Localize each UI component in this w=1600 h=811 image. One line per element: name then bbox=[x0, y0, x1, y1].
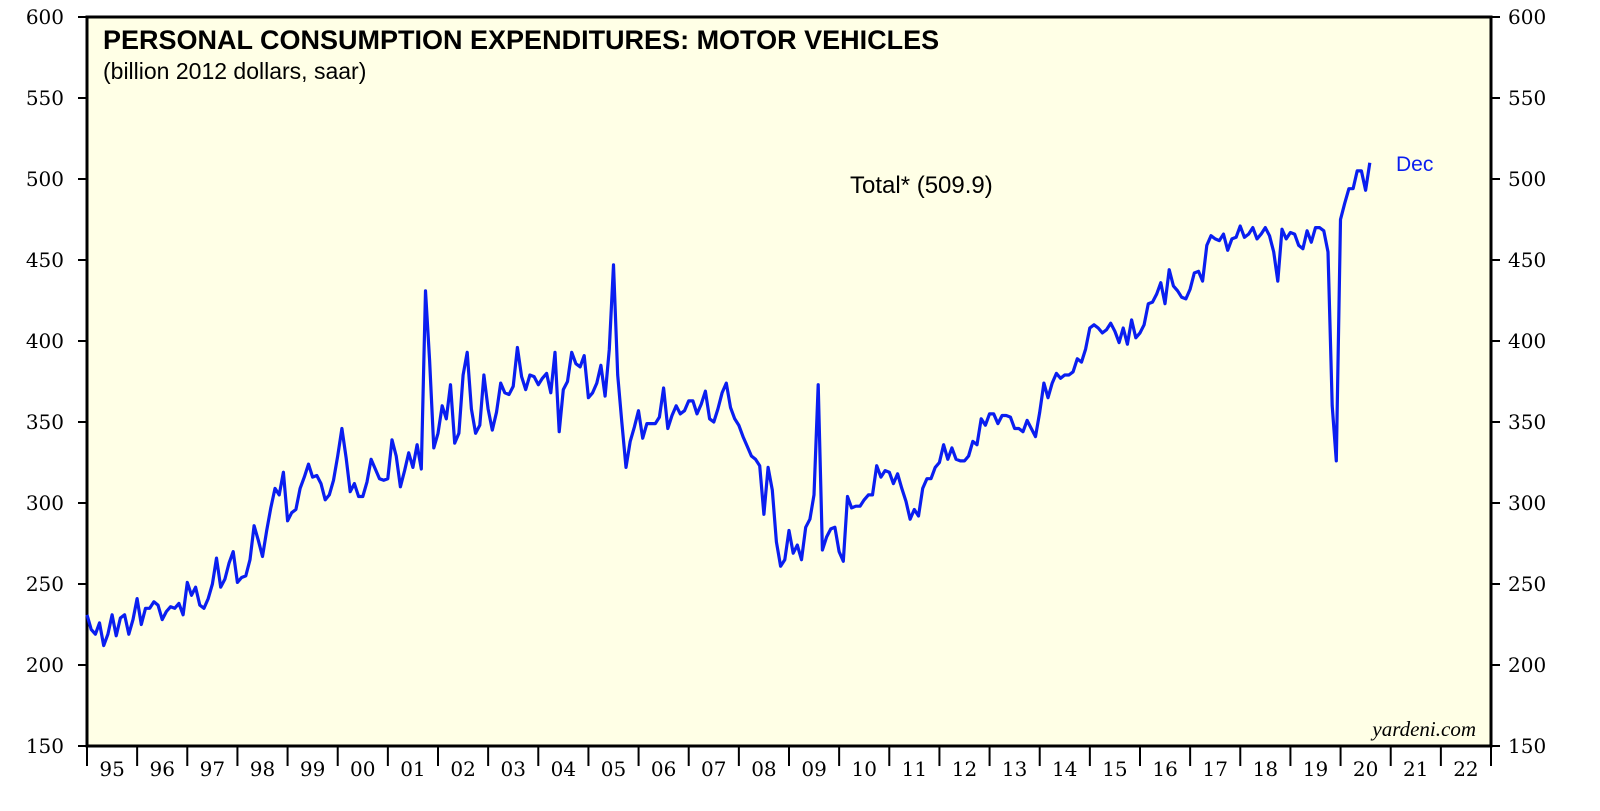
x-tick-label: 04 bbox=[551, 757, 576, 781]
x-tick-label: 19 bbox=[1303, 757, 1328, 781]
x-tick-label: 17 bbox=[1202, 757, 1227, 781]
x-tick-label: 01 bbox=[400, 757, 425, 781]
series-line-total bbox=[85, 162, 1372, 648]
y-tick-label-left: 450 bbox=[26, 248, 64, 272]
x-tick-label: 03 bbox=[500, 757, 525, 781]
x-tick-label: 05 bbox=[601, 757, 626, 781]
y-tick-label-left: 150 bbox=[26, 734, 64, 758]
x-tick-label: 14 bbox=[1052, 757, 1077, 781]
y-tick-label-right: 250 bbox=[1508, 572, 1546, 596]
y-tick-label-left: 550 bbox=[26, 86, 64, 110]
y-axis-left: 150 200 250 300 350 400 450 500 550 600 bbox=[26, 5, 87, 758]
x-axis: 95 96 97 98 99 00 01 02 03 04 05 06 07 08 09 10 11 12 13 14… bbox=[86, 746, 1492, 781]
x-tick-label: 16 bbox=[1152, 757, 1177, 781]
y-tick-label-right: 350 bbox=[1508, 410, 1546, 434]
x-tick-label: 21 bbox=[1403, 757, 1428, 781]
x-tick-label: 12 bbox=[952, 757, 977, 781]
y-tick-label-right: 400 bbox=[1508, 329, 1546, 353]
x-tick-label: 07 bbox=[701, 757, 726, 781]
x-tick-label: 20 bbox=[1353, 757, 1378, 781]
y-tick-label-left: 250 bbox=[26, 572, 64, 596]
y-axis-right: 150 200 250 300 350 400 450 500 550 600 bbox=[1491, 5, 1546, 758]
x-tick-label: 95 bbox=[99, 757, 124, 781]
x-tick-label: 00 bbox=[350, 757, 375, 781]
y-tick-label-left: 600 bbox=[26, 5, 64, 29]
y-tick-label-right: 550 bbox=[1508, 86, 1546, 110]
plot-area bbox=[85, 15, 1493, 748]
x-tick-label: 96 bbox=[149, 757, 174, 781]
y-tick-label-left: 400 bbox=[26, 329, 64, 353]
y-tick-label-right: 200 bbox=[1508, 653, 1546, 677]
x-tick-label: 99 bbox=[300, 757, 325, 781]
x-tick-label: 13 bbox=[1002, 757, 1027, 781]
chart-title: PERSONAL CONSUMPTION EXPENDITURES: MOTOR… bbox=[103, 25, 939, 55]
x-tick-label: 18 bbox=[1253, 757, 1278, 781]
y-tick-label-left: 200 bbox=[26, 653, 64, 677]
x-tick-label: 15 bbox=[1102, 757, 1127, 781]
y-tick-label-right: 500 bbox=[1508, 167, 1546, 191]
end-label: Dec bbox=[1396, 153, 1433, 176]
x-tick-label: 11 bbox=[902, 757, 927, 781]
series-annotation: Total* (509.9) bbox=[850, 172, 993, 199]
y-tick-label-right: 450 bbox=[1508, 248, 1546, 272]
x-tick-label: 22 bbox=[1453, 757, 1478, 781]
y-tick-label-right: 600 bbox=[1508, 5, 1546, 29]
source-credit: yardeni.com bbox=[1370, 717, 1476, 741]
x-tick-label: 06 bbox=[651, 757, 676, 781]
y-tick-label-left: 350 bbox=[26, 410, 64, 434]
x-tick-label: 08 bbox=[751, 757, 776, 781]
y-tick-label-right: 150 bbox=[1508, 734, 1546, 758]
y-tick-label-right: 300 bbox=[1508, 491, 1546, 515]
x-tick-label: 98 bbox=[250, 757, 275, 781]
y-tick-label-left: 500 bbox=[26, 167, 64, 191]
x-tick-label: 97 bbox=[200, 757, 225, 781]
x-tick-label: 02 bbox=[450, 757, 475, 781]
y-tick-label-left: 300 bbox=[26, 491, 64, 515]
x-tick-label: 09 bbox=[801, 757, 826, 781]
chart-subtitle: (billion 2012 dollars, saar) bbox=[103, 58, 366, 84]
x-tick-label: 10 bbox=[851, 757, 876, 781]
